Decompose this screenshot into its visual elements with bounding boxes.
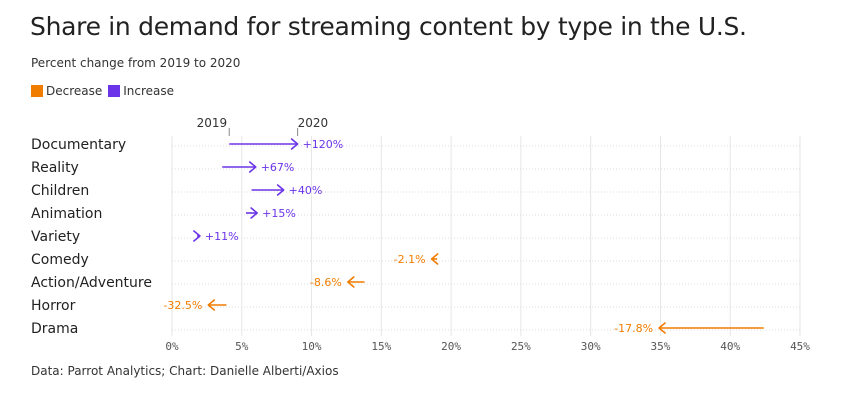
legend-label-decrease: Decrease: [46, 84, 103, 98]
change-label: -8.6%: [310, 276, 342, 289]
legend: Decrease Increase: [31, 84, 180, 98]
arrow-head: [658, 322, 666, 334]
x-tick-label: 5%: [235, 340, 249, 353]
arrow-head: [207, 299, 216, 311]
category-label: Variety: [31, 229, 80, 245]
x-tick-label: 45%: [790, 340, 810, 353]
legend-swatch-decrease: [31, 85, 43, 97]
category-label: Action/Adventure: [31, 275, 152, 291]
legend-item-decrease: Decrease: [31, 84, 102, 98]
row-horror: Horror -32.5%: [31, 298, 800, 314]
x-tick-label: 30%: [581, 340, 601, 353]
arrow-head: [248, 161, 257, 173]
arrow-head: [290, 138, 299, 150]
x-tick-label: 40%: [720, 340, 740, 353]
change-label: +67%: [261, 161, 295, 174]
arrow-head: [347, 276, 355, 288]
change-label: +40%: [289, 184, 323, 197]
change-label: -32.5%: [163, 299, 202, 312]
category-label: Comedy: [31, 252, 89, 268]
change-label: -2.1%: [394, 253, 426, 266]
arrow-head: [250, 207, 258, 219]
row-children: Children +40%: [31, 183, 800, 199]
arrow-head: [430, 253, 439, 265]
x-tick-label: 0%: [165, 340, 179, 353]
row-reality: Reality +67%: [31, 160, 800, 176]
category-label: Horror: [31, 298, 76, 314]
x-tick-label: 20%: [441, 340, 461, 353]
row-documentary: Documentary +120%: [31, 137, 800, 153]
x-tick-label: 10%: [302, 340, 322, 353]
change-label: +11%: [205, 230, 239, 243]
arrow-head: [193, 230, 201, 242]
x-axis: 0% 5% 10% 15% 20% 25% 30% 35% 40% 45%: [165, 340, 810, 353]
row-animation: Animation +15%: [31, 206, 800, 222]
category-label: Documentary: [31, 137, 126, 153]
change-label: -17.8%: [614, 322, 653, 335]
source-note: Data: Parrot Analytics; Chart: Danielle …: [31, 364, 339, 378]
year-label-2020: 2020: [298, 116, 329, 130]
row-variety: Variety +11%: [31, 229, 800, 245]
rows: Documentary +120% Reality +67% Children +40% A…: [31, 137, 800, 337]
category-label: Children: [31, 183, 89, 199]
year-annotation: 2019 2020: [197, 116, 328, 136]
x-tick-label: 35%: [651, 340, 671, 353]
arrow-head: [276, 184, 285, 196]
legend-swatch-increase: [108, 85, 121, 97]
row-action-adventure: Action/Adventure -8.6%: [31, 275, 800, 291]
category-label: Animation: [31, 206, 102, 222]
change-label: +15%: [262, 207, 296, 220]
chart-subtitle: Percent change from 2019 to 2020: [31, 56, 241, 70]
x-tick-label: 15%: [371, 340, 391, 353]
change-label: +120%: [303, 138, 344, 151]
year-label-2019: 2019: [197, 116, 228, 130]
legend-label-increase: Increase: [123, 84, 175, 98]
category-label: Drama: [31, 321, 78, 337]
row-drama: Drama -17.8%: [31, 321, 800, 337]
category-label: Reality: [31, 160, 79, 176]
row-comedy: Comedy -2.1%: [31, 252, 800, 268]
legend-item-increase: Increase: [108, 84, 174, 98]
x-tick-label: 25%: [511, 340, 531, 353]
chart-title: Share in demand for streaming content by…: [30, 12, 747, 41]
